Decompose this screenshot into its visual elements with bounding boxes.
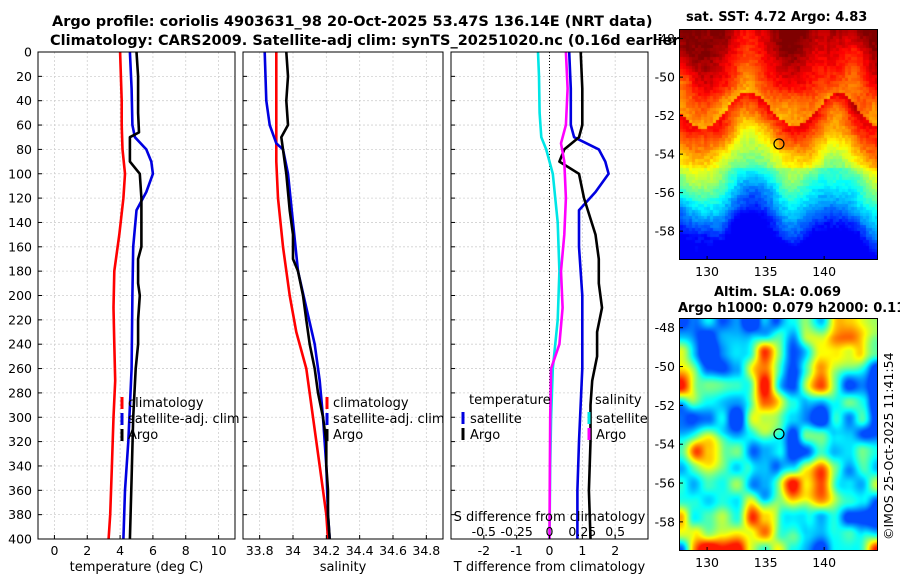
y-tick-label: 320: [8, 434, 32, 449]
x-tick-label: -2: [478, 543, 490, 558]
series-t-argo: [558, 51, 604, 540]
y-tick-label: 280: [8, 385, 32, 400]
x-tick-label: 0: [50, 543, 58, 558]
x-tick-label: 34.4: [346, 543, 374, 558]
y-tick-label: 380: [8, 507, 32, 522]
legend-label: satellite-adj. clim: [128, 412, 240, 427]
y-tick-label: 140: [8, 215, 32, 230]
y-tick-label: 200: [8, 288, 32, 303]
legend-label: Argo: [333, 428, 363, 443]
legend-label: climatology: [333, 396, 409, 411]
x2-tick-label: -0.25: [500, 524, 532, 539]
series-t-satellite: [567, 51, 610, 539]
imos-credit: ©IMOS 25-Oct-2025 11:41:54: [881, 352, 896, 540]
x-axis-label: T difference from climatology: [453, 560, 646, 575]
y-tick-label: 0: [24, 45, 32, 60]
y-tick-label: 40: [16, 93, 32, 108]
x-tick-label: 2: [611, 543, 619, 558]
x-tick-label: -1: [510, 543, 522, 558]
legend-label: Argo: [128, 428, 158, 443]
figure-title-line2: Climatology: CARS2009. Satellite-adj cli…: [50, 33, 687, 49]
x-tick-label: 34.8: [412, 543, 440, 558]
legend-title-salinity: salinity: [595, 393, 642, 408]
legend-title-temperature: temperature: [469, 393, 551, 408]
x2-tick-label: 0.5: [605, 524, 625, 539]
sla-map-title1: Altim. SLA: 0.069: [714, 285, 841, 300]
x-tick-label: 33.8: [246, 543, 274, 558]
x-axis-label: salinity: [320, 560, 367, 575]
sst-heatmap: [680, 30, 877, 259]
series-argo: [279, 51, 331, 540]
series-climatology: [107, 51, 127, 540]
x-axis-label: temperature (deg C): [70, 560, 204, 575]
x-tick-label: 10: [211, 543, 227, 558]
y-tick-label: 80: [16, 142, 32, 157]
y-tick-label: 100: [8, 166, 32, 181]
y-tick-label: 60: [16, 118, 32, 133]
y-tick-label: 160: [8, 239, 32, 254]
panel-differences: -2 -1 0 1 2 T difference from climatology S di…: [450, 51, 649, 575]
sla-map: [679, 318, 878, 551]
legend-label: Argo: [470, 428, 500, 443]
x-tick-label: 34.6: [379, 543, 407, 558]
panel-salinity: 33.8 34 34.2 34.4 34.6 34.8 salinity climatolog…: [242, 51, 445, 575]
sst-map: [679, 29, 878, 260]
y-tick-label: 300: [8, 410, 32, 425]
y-tick-label: 400: [8, 532, 32, 547]
series-s-argo: [548, 51, 569, 540]
legend-label: satellite: [470, 412, 522, 427]
x-tick-label: 2: [83, 543, 91, 558]
y-tick-label: 220: [8, 312, 32, 327]
legend-label: satellite-adj. clim: [333, 412, 445, 427]
legend-label: climatology: [128, 396, 204, 411]
y-tick-label: 20: [16, 69, 32, 84]
x2-tick-label: -0.5: [472, 524, 496, 539]
x-tick-label: 1: [578, 543, 586, 558]
x-tick-label: 6: [149, 543, 157, 558]
x-tick-label: 4: [116, 543, 124, 558]
series-argo: [128, 51, 143, 540]
y-tick-label: 180: [8, 264, 32, 279]
y-tick-label: 260: [8, 361, 32, 376]
figure-title-line1: Argo profile: coriolis 4903631_98 20-Oct…: [52, 14, 653, 30]
x2-tick-label: 0: [546, 524, 554, 539]
y-tick-label: 340: [8, 458, 32, 473]
sla-map-title2: Argo h1000: 0.079 h2000: 0.11: [678, 301, 900, 316]
x-tick-label: 0: [546, 543, 554, 558]
y-tick-label: 360: [8, 483, 32, 498]
panel-temperature: 0 2 4 6 8 10 temperature (deg C) 0 20 40 60 80 100 12…: [8, 45, 239, 576]
series-climatology: [274, 52, 330, 540]
x-tick-label: 34.2: [312, 543, 340, 558]
x2-tick-label: 0.25: [568, 524, 596, 539]
y-tick-label: 120: [8, 191, 32, 206]
x2-axis-label: S difference from climatology: [454, 510, 646, 525]
x-tick-label: 8: [182, 543, 190, 558]
y-tick-label: 240: [8, 337, 32, 352]
x-tick-label: 34: [285, 543, 301, 558]
series-satellite-adj-clim: [122, 51, 155, 540]
sst-map-title: sat. SST: 4.72 Argo: 4.83: [686, 10, 868, 25]
legend-label: satellite: [596, 412, 648, 427]
legend-label: Argo: [596, 428, 626, 443]
sla-heatmap: [680, 319, 877, 550]
